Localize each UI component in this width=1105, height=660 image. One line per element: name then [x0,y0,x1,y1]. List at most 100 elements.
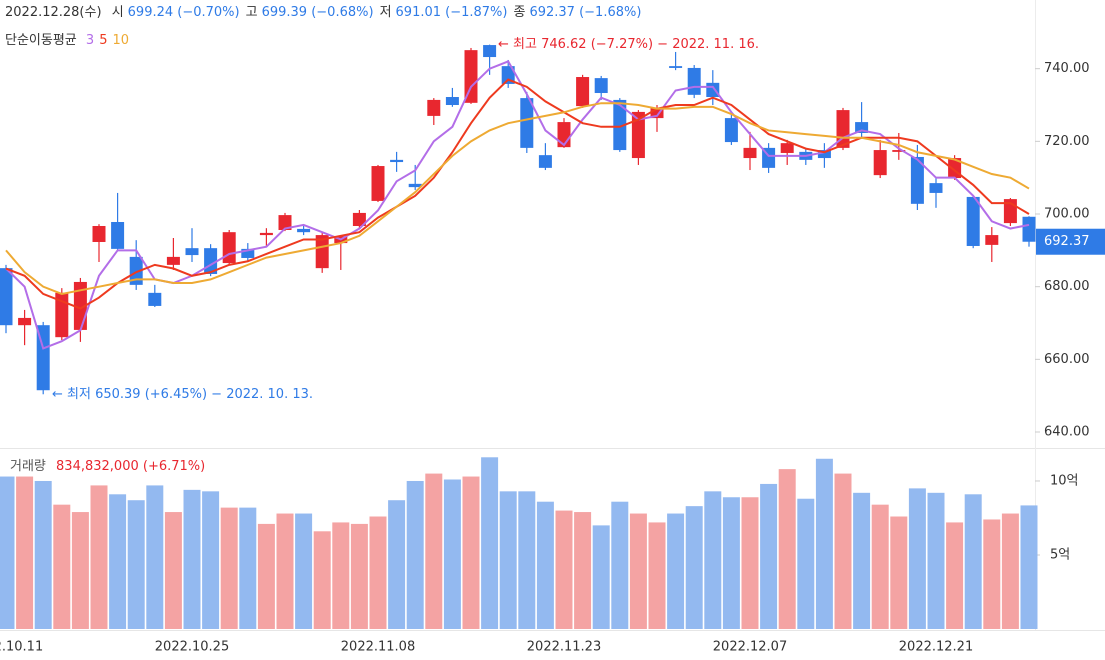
candle-body [445,97,459,106]
volume-bar [946,522,964,629]
legend-entry: 3 [86,33,94,48]
volume-bar [611,501,629,629]
y-tick-label: 740.00 [1044,61,1090,76]
candle-body [278,215,292,230]
x-tick-label: 2022.11.08 [341,640,415,655]
header-label: 고 [246,5,258,20]
volume-bar [890,516,908,629]
candle-body [36,325,50,391]
x-tick-label: 2022.11.23 [527,640,601,655]
header-label: 시 [112,5,124,20]
volume-bar [871,504,889,629]
legend-entry: 10 [112,33,129,48]
x-tick-label: 2022.12.21 [899,640,973,655]
y-tick-label: 700.00 [1044,207,1090,222]
candle-body [966,196,980,246]
volume-bar [834,473,852,629]
volume-bar [927,492,945,629]
candle-body [780,143,794,153]
volume-bar [257,523,275,629]
header-label: 종 [514,5,526,20]
volume-bar [499,491,517,629]
volume-bar [388,500,406,629]
candle-body [0,268,13,326]
volume-bar [350,523,368,629]
volume-bar [983,519,1001,629]
volume-bar [164,512,182,629]
x-tick-label: 2022.10.25 [155,640,229,655]
moving-average-line [5,102,1030,295]
candle-body [594,78,608,94]
candle-body [185,248,199,256]
volume-bar [369,516,387,629]
candle-body [501,66,515,84]
header-date: 2022.12.28(수) [5,5,102,20]
volume-bar [778,469,796,629]
volume-bar [202,491,220,629]
volume-bar [16,476,34,629]
moving-average-line [5,60,1030,350]
volume-bar [629,513,647,629]
candle-body [855,122,869,133]
volume-bar [797,498,815,629]
volume-bar [853,492,871,629]
last-price-box [1036,228,1105,255]
candle-body [613,99,627,151]
candle-body [259,232,273,236]
candle-body [55,292,69,338]
header-label: 저 [380,5,392,20]
volume-bar [704,491,722,629]
candle-body [92,225,106,242]
header-value: 699.24 (−0.70%) [128,5,240,20]
volume-bar [109,494,127,629]
candle-body [985,235,999,245]
volume-bar [239,507,257,629]
y-tick-label: 640.00 [1044,425,1090,440]
volume-bar [220,507,238,629]
volume-bar [741,497,759,629]
moving-average-line [5,78,1030,310]
high-annotation: ← 최고 746.62 (−7.27%) − 2022. 11. 16. [498,37,759,52]
volume-bar [71,512,89,629]
y-tick-label: 5억 [1050,547,1070,562]
volume-bar [146,485,164,629]
candle-body [241,248,255,258]
volume-bar [518,491,536,629]
volume-bar [722,497,740,629]
volume-legend: 거래량 834,832,000 (+6.71%) [10,459,205,474]
candle-body [873,150,887,176]
volume-bar [276,513,294,629]
header-value: 699.39 (−0.68%) [262,5,374,20]
candle-body [315,235,329,269]
candle-body [724,118,738,143]
volume-bar [462,476,480,629]
legend-entry: 5 [99,33,107,48]
candle-body [520,98,534,148]
candle-body [148,292,162,306]
candle-body [18,317,32,326]
candle-body [538,155,552,168]
candle-body [743,147,757,159]
price-header: 2022.12.28(수) 시 699.24 (−0.70%) 고 699.39 (−… [5,5,641,20]
volume-bar [574,512,592,629]
volume-bar [555,510,573,629]
candle-body [817,150,831,159]
candle-body [166,256,180,265]
candle-body [129,256,143,285]
candle-body [631,111,645,159]
x-tick-label: 2022.10.11 [0,640,43,655]
volume-bar [332,522,350,629]
volume-bar [313,531,331,629]
volume-value: 834,832,000 (+6.71%) [56,459,205,474]
low-annotation: ← 최저 650.39 (+6.45%) − 2022. 10. 13. [52,387,313,402]
volume-bar [760,483,778,629]
y-tick-label: 680.00 [1044,279,1090,294]
volume-bar [34,480,52,629]
volume-bar [1001,513,1019,629]
candle-body [371,166,385,201]
volume-bar [908,488,926,629]
last-price-label: 692.37 [1044,234,1090,249]
volume-bar [425,473,443,629]
volume-bar [53,504,71,629]
